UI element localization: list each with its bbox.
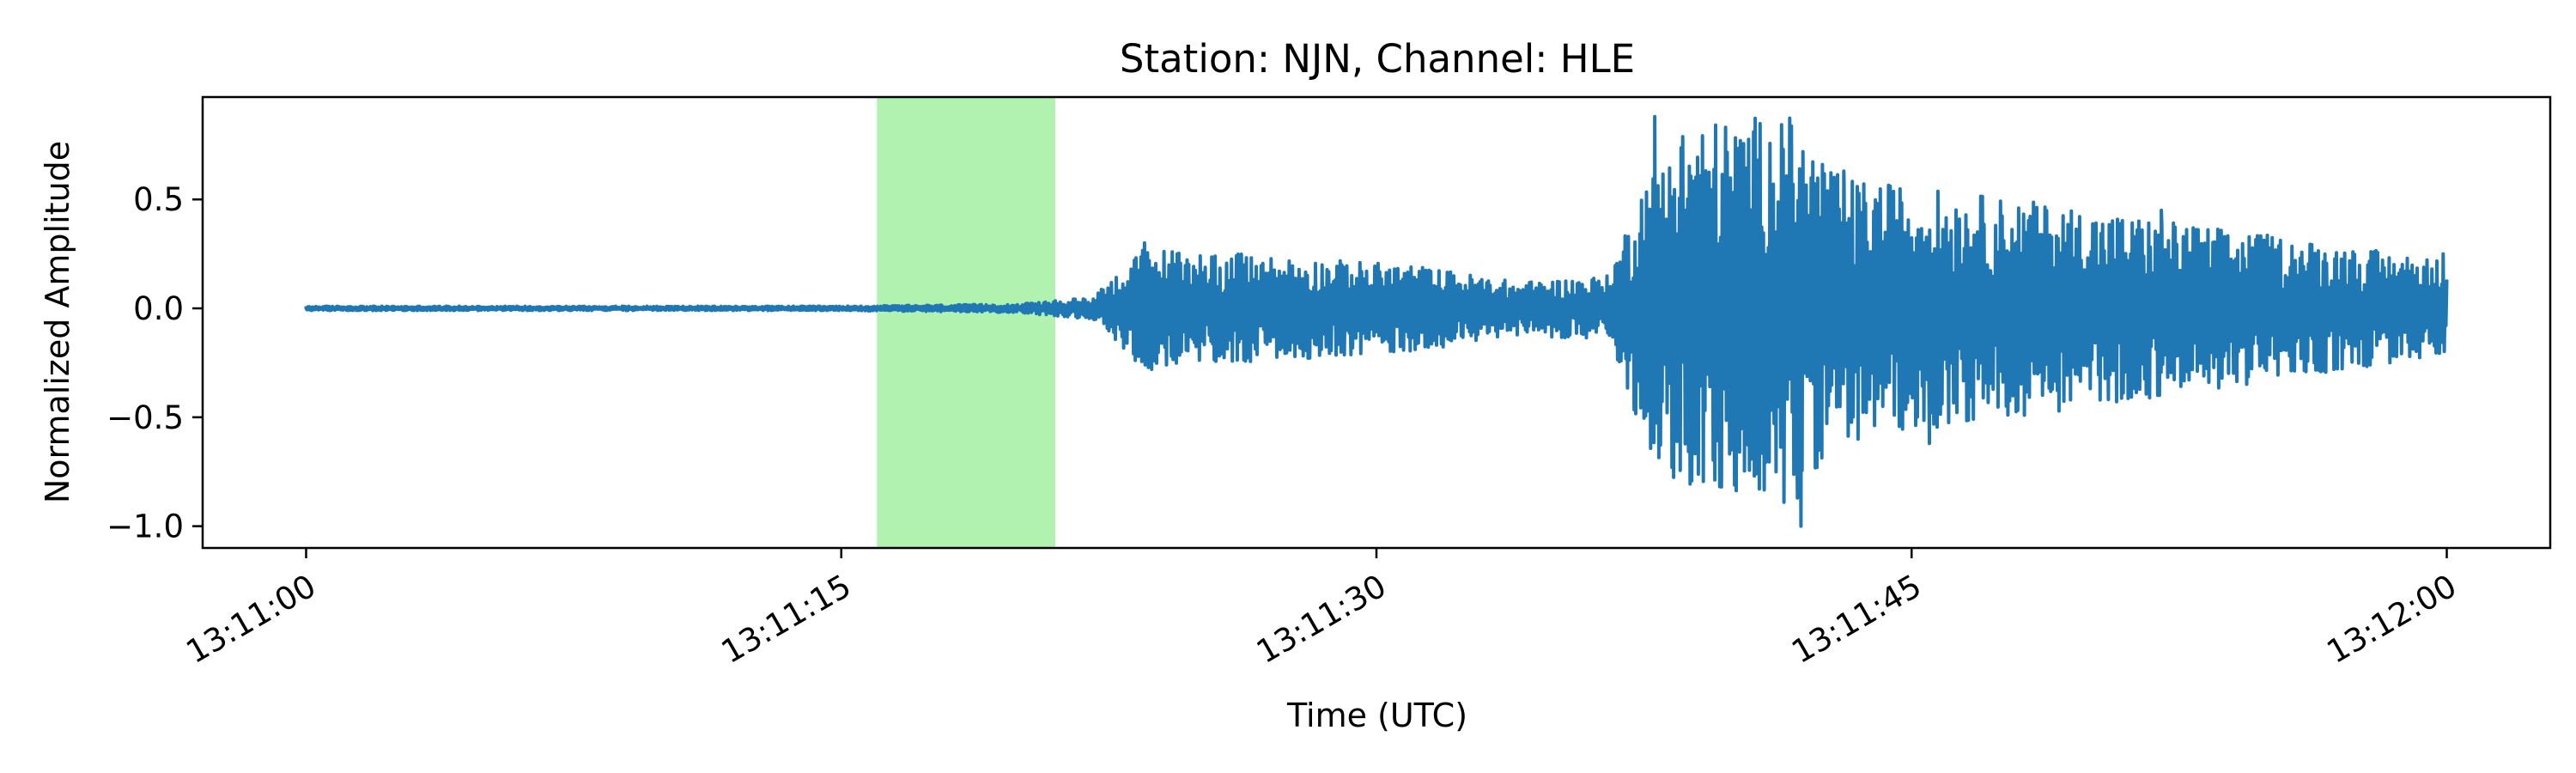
y-axis: 0.5 0.0 −0.5 −1.0: [106, 181, 203, 545]
plot-area: [201, 95, 2552, 550]
x-axis-title: Time (UTC): [1286, 697, 1467, 734]
y-tick-label: 0.0: [133, 290, 184, 327]
y-tick-label: −0.5: [106, 399, 184, 436]
waveform-line: [304, 114, 2449, 528]
chart-title: Station: NJN, Channel: HLE: [1120, 36, 1635, 82]
y-axis-title: Normalized Amplitude: [39, 141, 76, 503]
highlight-band: [877, 97, 1056, 548]
y-tick-label: 0.5: [133, 181, 184, 218]
y-tick-label: −1.0: [106, 508, 184, 545]
